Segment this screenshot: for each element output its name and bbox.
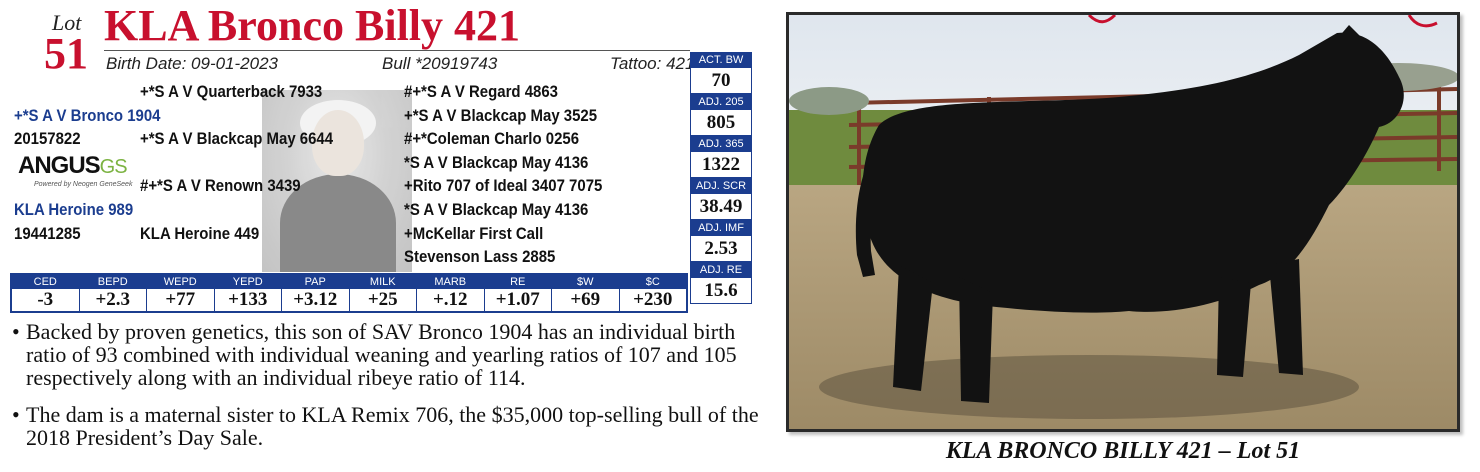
epd-header: MILK <box>349 275 416 289</box>
epd-header: MARB <box>417 275 484 289</box>
epd-header: CED <box>12 275 79 289</box>
stat-label-adj-205: ADJ. 205 <box>690 94 752 110</box>
portrait-watermark <box>262 90 412 272</box>
epd-value: +69 <box>570 289 601 310</box>
description-text: The dam is a maternal sister to KLA Remi… <box>26 402 759 450</box>
epd-cell-marb: MARB +.12 <box>417 275 485 311</box>
epd-value: +77 <box>165 289 196 310</box>
bull-photo-illustration <box>789 15 1457 429</box>
epd-value: -3 <box>37 289 54 310</box>
epd-cell-yepd: YEPD +133 <box>214 275 282 311</box>
gs-logo-text: GS <box>99 156 128 178</box>
pedigree-sire-reg: 20157822 <box>14 129 81 148</box>
tattoo: Tattoo: 421 <box>610 54 695 73</box>
epd-cell-milk: MILK +25 <box>349 275 417 311</box>
epd-cell-re: RE +1.07 <box>484 275 552 311</box>
pedigree-third-gen-6: *S A V Blackcap May 4136 <box>404 200 589 219</box>
title-divider <box>104 50 690 51</box>
stat-label-adj-365: ADJ. 365 <box>690 136 752 152</box>
epd-value: +230 <box>633 289 673 310</box>
pedigree-third-gen-8: Stevenson Lass 2885 <box>404 247 556 266</box>
bullet-marker: • <box>12 402 20 427</box>
angus-gs-logo: ANGUSGS <box>18 152 128 180</box>
stat-value-adj-205: 805 <box>690 110 752 136</box>
photo-caption: KLA BRONCO BILLY 421 – Lot 51 <box>945 438 1301 464</box>
bullet-marker: • <box>12 319 20 344</box>
stat-label-adj-re: ADJ. RE <box>690 262 752 278</box>
epd-header: PAP <box>282 275 349 289</box>
stat-label-act-bw: ACT. BW <box>690 52 752 68</box>
performance-stats-column: ACT. BW 70 ADJ. 205 805 ADJ. 365 1322 AD… <box>690 52 752 304</box>
birth-date: Birth Date: 09-01-2023 <box>106 54 278 73</box>
stat-label-adj-imf: ADJ. IMF <box>690 220 752 236</box>
epd-header: $C <box>619 275 686 289</box>
pedigree-dam-reg: 19441285 <box>14 224 81 243</box>
pedigree-third-gen-3: #+*Coleman Charlo 0256 <box>404 129 580 148</box>
epd-header: YEPD <box>214 275 281 289</box>
stat-value-act-bw: 70 <box>690 68 752 94</box>
description-bullet-2: • The dam is a maternal sister to KLA Re… <box>12 403 772 449</box>
stat-label-adj-scr: ADJ. SCR <box>690 178 752 194</box>
bull-name-title: KLA Bronco Billy 421 <box>104 1 521 50</box>
pedigree-third-gen-5: +Rito 707 of Ideal 3407 7075 <box>404 176 603 195</box>
epd-cell-wepd: WEPD +77 <box>147 275 215 311</box>
angus-logo-text: ANGUS <box>18 152 101 179</box>
pedigree-sire-sire: +*S A V Quarterback 7933 <box>140 82 323 101</box>
epd-cell-bepd: BEPD +2.3 <box>79 275 147 311</box>
epd-value: +25 <box>367 289 398 310</box>
pedigree-third-gen-2: +*S A V Blackcap May 3525 <box>404 106 598 125</box>
pedigree-sire-dam: +*S A V Blackcap May 6644 <box>140 129 334 148</box>
stat-value-adj-365: 1322 <box>690 152 752 178</box>
stat-value-adj-scr: 38.49 <box>690 194 752 220</box>
lot-label: Lot <box>52 10 82 35</box>
stat-value-adj-imf: 2.53 <box>690 236 752 262</box>
epd-cell-w-index: $W +69 <box>552 275 620 311</box>
registration-number: Bull *20919743 <box>382 54 498 73</box>
epd-cell-pap: PAP +3.12 <box>282 275 350 311</box>
pedigree-sire: +*S A V Bronco 1904 <box>14 106 161 125</box>
pedigree-dam-dam: KLA Heroine 449 <box>140 224 260 243</box>
pedigree-dam-sire: #+*S A V Renown 3439 <box>140 176 301 195</box>
pedigree-dam: KLA Heroine 989 <box>14 200 134 219</box>
epd-header: WEPD <box>147 275 214 289</box>
epd-value: +133 <box>228 289 268 310</box>
description-text: Backed by proven genetics, this son of S… <box>26 319 737 390</box>
pedigree-third-gen-7: +McKellar First Call <box>404 224 544 243</box>
epd-value: +.12 <box>432 289 468 310</box>
stat-value-adj-re: 15.6 <box>690 278 752 304</box>
pedigree-third-gen-4: *S A V Blackcap May 4136 <box>404 153 589 172</box>
epd-header: BEPD <box>79 275 146 289</box>
epd-header: $W <box>552 275 619 289</box>
pedigree-third-gen-1: #+*S A V Regard 4863 <box>404 82 558 101</box>
description-bullet-1: • Backed by proven genetics, this son of… <box>12 320 772 389</box>
epd-value: +3.12 <box>293 289 338 310</box>
lot-number: 51 <box>44 29 88 78</box>
epd-cell-c-index: $C +230 <box>619 275 686 311</box>
epd-table: CED -3 BEPD +2.3 WEPD +77 YEPD +133 PAP +3.12… <box>10 273 688 313</box>
epd-value: +2.3 <box>95 289 131 310</box>
epd-value: +1.07 <box>495 289 540 310</box>
epd-header: RE <box>484 275 551 289</box>
epd-cell-ced: CED -3 <box>12 275 80 311</box>
bull-photo <box>786 12 1460 432</box>
angus-logo-tagline: Powered by Neogen GeneSeek <box>34 181 133 188</box>
